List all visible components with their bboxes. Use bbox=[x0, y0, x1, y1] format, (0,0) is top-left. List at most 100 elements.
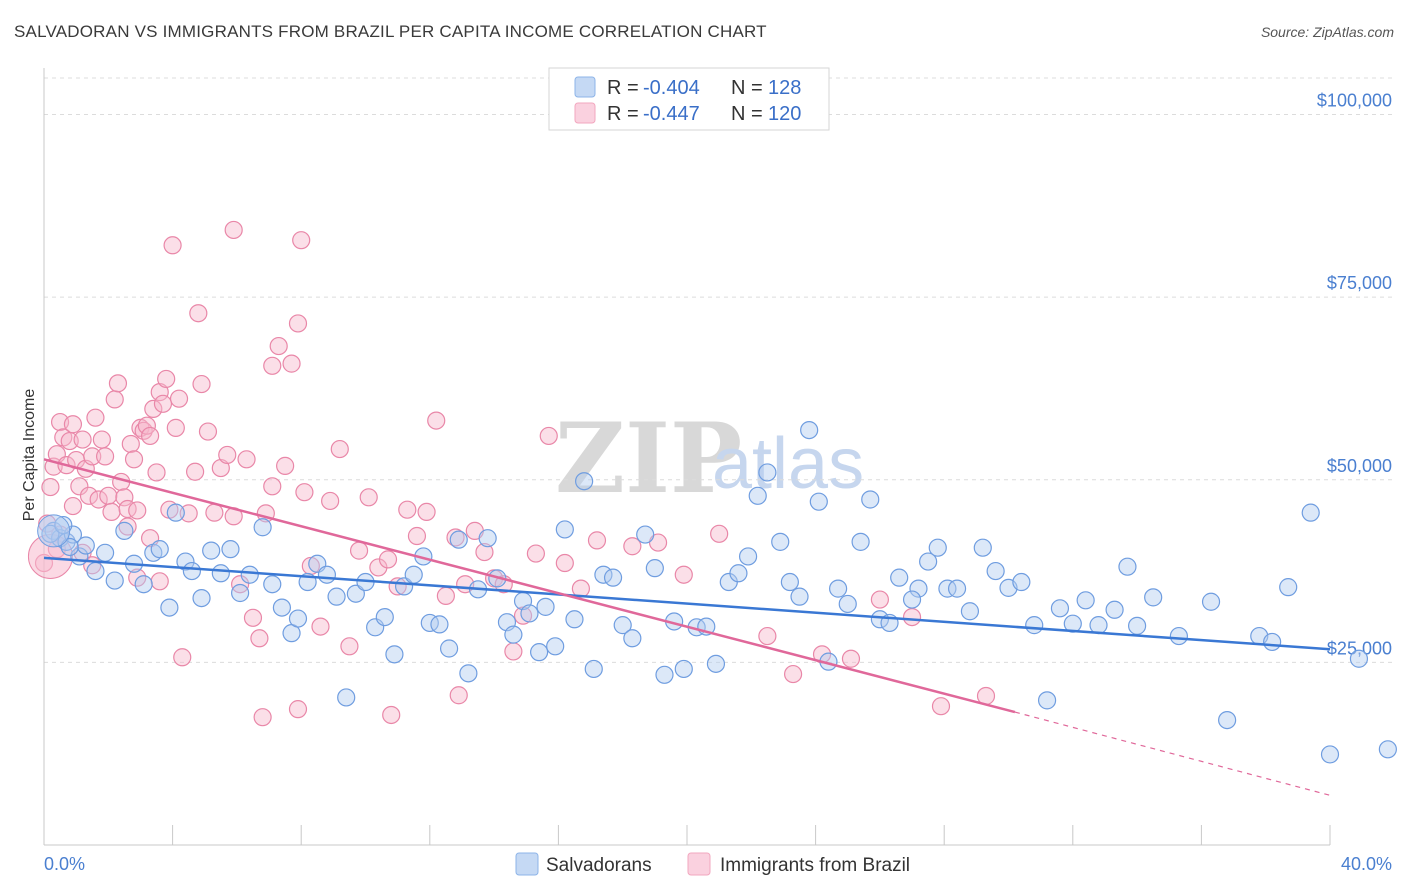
point-salvadoran bbox=[76, 536, 95, 555]
point-brazil bbox=[243, 608, 263, 627]
point-salvadoran bbox=[986, 561, 1005, 581]
point-brazil bbox=[105, 390, 124, 409]
point-salvadoran bbox=[960, 602, 980, 621]
point-brazil bbox=[427, 411, 446, 430]
point-salvadoran bbox=[1012, 572, 1031, 592]
point-brazil bbox=[263, 356, 282, 375]
point-brazil bbox=[398, 500, 417, 519]
series-salvadorans-points bbox=[37, 420, 1397, 764]
x-tick-label-min: 0.0% bbox=[44, 854, 85, 874]
point-salvadoran bbox=[346, 584, 365, 603]
point-brazil bbox=[237, 450, 256, 469]
legend-n-label-1: N = bbox=[731, 77, 763, 99]
point-salvadoran bbox=[780, 572, 799, 592]
point-brazil bbox=[282, 354, 301, 373]
point-salvadoran bbox=[909, 579, 928, 598]
point-salvadoran bbox=[623, 629, 642, 648]
point-salvadoran bbox=[603, 568, 623, 587]
point-salvadoran bbox=[729, 564, 748, 583]
point-brazil bbox=[288, 314, 308, 333]
point-brazil bbox=[83, 447, 102, 466]
point-salvadoran bbox=[263, 575, 282, 594]
point-brazil bbox=[144, 399, 163, 419]
point-salvadoran bbox=[202, 541, 221, 560]
point-salvadoran bbox=[645, 559, 664, 578]
point-brazil bbox=[253, 708, 272, 727]
point-salvadoran bbox=[150, 540, 169, 559]
point-brazil bbox=[417, 502, 436, 522]
point-salvadoran bbox=[327, 587, 346, 606]
point-salvadoran bbox=[1201, 592, 1221, 611]
point-brazil bbox=[349, 541, 369, 560]
point-brazil bbox=[587, 531, 607, 550]
point-brazil bbox=[115, 488, 134, 507]
point-salvadoran bbox=[636, 525, 655, 544]
point-salvadoran bbox=[738, 547, 758, 566]
legend-n-label-2: N = bbox=[731, 103, 763, 125]
point-brazil bbox=[186, 462, 205, 481]
legend-bottom-swatch-brazil bbox=[687, 852, 711, 876]
legend-swatch-brazil bbox=[574, 102, 596, 124]
point-brazil bbox=[166, 418, 185, 437]
legend-n-value-2: 120 bbox=[768, 103, 801, 125]
point-brazil bbox=[359, 488, 378, 507]
legend-bottom-swatch-salvadorans bbox=[515, 852, 539, 876]
point-salvadoran bbox=[613, 616, 632, 635]
point-salvadoran bbox=[870, 610, 890, 629]
point-brazil bbox=[79, 486, 99, 505]
point-salvadoran bbox=[829, 579, 848, 598]
point-salvadoran bbox=[115, 521, 134, 540]
point-salvadoran bbox=[748, 486, 767, 505]
point-brazil bbox=[263, 477, 282, 496]
point-salvadoran bbox=[1263, 632, 1282, 652]
point-brazil bbox=[449, 686, 468, 705]
point-salvadoran bbox=[288, 609, 308, 628]
point-salvadoran bbox=[385, 645, 404, 664]
point-brazil bbox=[157, 369, 176, 389]
point-brazil bbox=[710, 524, 729, 543]
point-brazil bbox=[128, 568, 147, 587]
point-salvadoran bbox=[317, 565, 337, 584]
point-brazil bbox=[436, 586, 455, 606]
chart-title: SALVADORAN VS IMMIGRANTS FROM BRAZIL PER… bbox=[14, 22, 767, 41]
point-salvadoran bbox=[430, 615, 449, 634]
x-tick-label-max: 40.0% bbox=[1341, 854, 1392, 874]
y-axis-label: Per Capita Income bbox=[21, 389, 38, 522]
point-salvadoran bbox=[1037, 691, 1057, 710]
point-brazil bbox=[189, 304, 208, 323]
watermark-atlas: atlas bbox=[712, 424, 864, 504]
point-salvadoran bbox=[1218, 710, 1237, 730]
trendline-salvadorans bbox=[43, 556, 1331, 651]
point-salvadoran bbox=[1169, 626, 1188, 646]
trend-lines bbox=[43, 458, 1331, 796]
point-brazil bbox=[407, 526, 427, 546]
point-brazil bbox=[192, 374, 211, 394]
point-salvadoran bbox=[973, 538, 992, 557]
point-brazil bbox=[95, 447, 115, 466]
point-salvadoran bbox=[1378, 740, 1397, 759]
point-brazil bbox=[169, 389, 189, 408]
point-brazil bbox=[137, 416, 156, 435]
point-salvadoran bbox=[1076, 591, 1095, 610]
point-salvadoran bbox=[105, 571, 124, 590]
point-salvadoran bbox=[520, 604, 539, 623]
point-salvadoran bbox=[1089, 616, 1108, 635]
point-salvadoran bbox=[790, 587, 809, 606]
point-salvadoran bbox=[1105, 600, 1124, 619]
point-brazil bbox=[205, 503, 224, 522]
point-salvadoran bbox=[919, 552, 938, 571]
point-brazil bbox=[41, 477, 60, 497]
point-brazil bbox=[504, 642, 523, 661]
trendline-brazil bbox=[43, 458, 1016, 714]
legend-r-value-2: -0.447 bbox=[643, 103, 700, 125]
point-salvadoran bbox=[192, 588, 211, 608]
point-brazil bbox=[102, 502, 121, 522]
point-salvadoran bbox=[771, 532, 790, 551]
point-salvadoran bbox=[478, 529, 497, 548]
source-label: Source: ZipAtlas.com bbox=[1260, 24, 1394, 40]
point-salvadoran bbox=[800, 420, 819, 440]
point-salvadoran bbox=[240, 565, 259, 584]
point-salvadoran bbox=[253, 518, 272, 537]
point-salvadoran bbox=[575, 472, 594, 491]
